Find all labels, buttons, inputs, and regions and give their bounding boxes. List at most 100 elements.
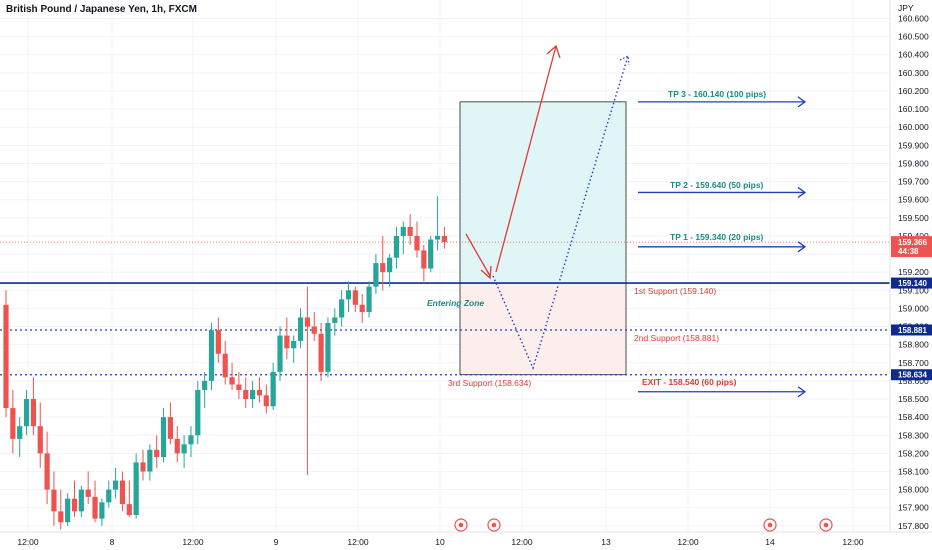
arrowhead: [797, 96, 807, 108]
tp2-arrow[interactable]: [638, 186, 807, 198]
candle[interactable]: [291, 335, 297, 363]
candle[interactable]: [215, 317, 221, 363]
candle[interactable]: [250, 380, 256, 409]
tp1-arrow[interactable]: [638, 241, 807, 253]
candle[interactable]: [99, 498, 105, 526]
candle[interactable]: [222, 341, 228, 385]
candle[interactable]: [119, 471, 126, 512]
price-axis[interactable]: JPY 160.600160.500160.400160.300160.2001…: [889, 0, 932, 532]
flag-icon[interactable]: [763, 518, 777, 532]
tp2-label: TP 2 - 159.640 (50 pips): [670, 180, 764, 190]
candle[interactable]: [30, 377, 36, 436]
x-tick-label: 13: [601, 537, 611, 547]
candle[interactable]: [414, 221, 420, 258]
candle[interactable]: [345, 281, 352, 313]
price-badge-text: 158.634: [898, 371, 927, 380]
annotation-labels: TP 3 - 160.140 (100 pips) TP 2 - 159.640…: [427, 89, 766, 388]
candle[interactable]: [270, 362, 276, 410]
candle[interactable]: [332, 308, 338, 336]
candle[interactable]: [154, 435, 160, 468]
candle[interactable]: [380, 235, 386, 291]
x-tick-label: 9: [274, 537, 279, 547]
price-badge-text: 159.140: [898, 279, 927, 288]
candle[interactable]: [202, 371, 208, 409]
time-axis[interactable]: 12:00 8 12:00 9 12:00 10 12:00 13 12:00 14 12:00: [0, 531, 932, 547]
candle[interactable]: [58, 489, 64, 530]
candle[interactable]: [160, 408, 167, 463]
profit-zone-box: [459, 101, 627, 284]
tp3-arrow[interactable]: [638, 96, 807, 108]
y-tick-label: 159.900: [898, 140, 929, 150]
candle[interactable]: [167, 402, 173, 445]
candle[interactable]: [23, 389, 30, 436]
candle[interactable]: [3, 290, 9, 418]
candle[interactable]: [434, 196, 441, 251]
candle[interactable]: [85, 471, 91, 505]
candle[interactable]: [236, 371, 242, 400]
candle[interactable]: [10, 389, 16, 454]
candle[interactable]: [71, 480, 78, 517]
candle[interactable]: [304, 286, 310, 476]
candle[interactable]: [352, 286, 358, 313]
candle[interactable]: [17, 417, 23, 458]
price-badge-bg: [891, 277, 932, 289]
candle[interactable]: [428, 235, 434, 273]
candle[interactable]: [51, 471, 57, 526]
candle[interactable]: [126, 480, 132, 517]
candle[interactable]: [174, 426, 180, 463]
candle[interactable]: [65, 493, 71, 526]
candle[interactable]: [92, 480, 98, 523]
candle[interactable]: [325, 317, 331, 378]
candle[interactable]: [407, 214, 413, 245]
candle-body: [441, 235, 447, 243]
candle[interactable]: [243, 377, 249, 409]
candle[interactable]: [263, 384, 269, 414]
lightning-icon[interactable]: [454, 518, 468, 532]
candle[interactable]: [277, 326, 283, 381]
event-icon[interactable]: [819, 518, 833, 532]
y-tick-label: 159.700: [898, 177, 929, 187]
candle[interactable]: [311, 312, 317, 342]
candle[interactable]: [373, 254, 379, 294]
candle[interactable]: [387, 254, 393, 287]
candle[interactable]: [106, 480, 112, 508]
candle[interactable]: [359, 293, 365, 323]
candle[interactable]: [181, 435, 187, 468]
candle[interactable]: [208, 322, 215, 390]
candle-body: [195, 389, 201, 436]
candle[interactable]: [297, 308, 304, 349]
y-tick-label: 159.400: [898, 231, 929, 241]
event-icon[interactable]: [487, 518, 501, 532]
arrowhead: [797, 386, 807, 398]
red-arrow-up: [495, 45, 557, 273]
candle[interactable]: [140, 449, 146, 481]
exit-arrow[interactable]: [638, 386, 807, 398]
candle[interactable]: [284, 317, 290, 360]
candle[interactable]: [393, 226, 400, 269]
candle[interactable]: [441, 226, 447, 249]
alternate-path-arrow[interactable]: [492, 55, 630, 371]
bullish-path-arrow[interactable]: [465, 44, 561, 280]
candle[interactable]: [78, 485, 84, 517]
candle[interactable]: [188, 426, 194, 458]
event-icons[interactable]: [454, 518, 833, 532]
y-tick-label: 160.600: [898, 14, 929, 24]
candle[interactable]: [133, 453, 139, 519]
candle[interactable]: [113, 467, 119, 499]
candle[interactable]: [195, 380, 201, 445]
candles-group[interactable]: [3, 196, 447, 530]
candle[interactable]: [44, 431, 50, 505]
candle[interactable]: [37, 402, 43, 468]
candle[interactable]: [147, 444, 153, 481]
candle[interactable]: [339, 290, 345, 327]
candle[interactable]: [421, 245, 427, 282]
candle[interactable]: [400, 221, 406, 255]
candle[interactable]: [318, 322, 324, 381]
candle[interactable]: [366, 281, 372, 318]
candle[interactable]: [256, 377, 263, 403]
candle-body: [352, 290, 358, 305]
candle[interactable]: [229, 362, 235, 390]
drawings-group[interactable]: [465, 44, 807, 398]
